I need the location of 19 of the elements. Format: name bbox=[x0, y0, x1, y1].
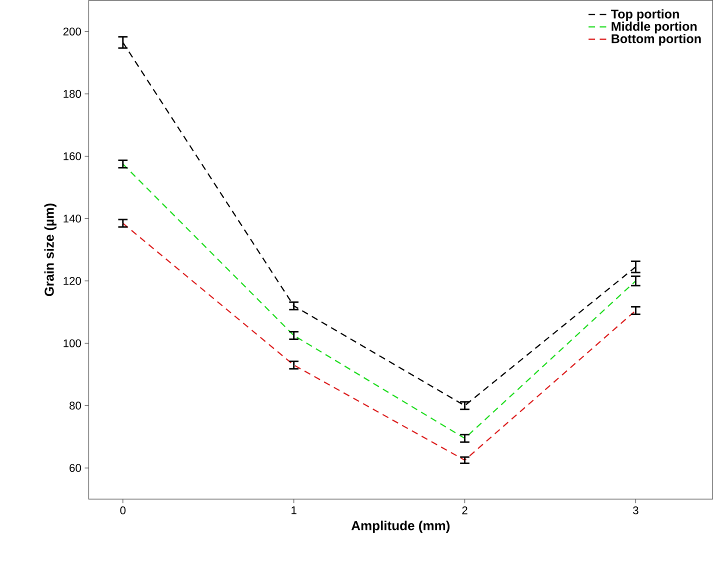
line-series bbox=[122, 222, 636, 461]
y-tick-label: 140 bbox=[64, 214, 82, 223]
x-tick-label: 1 bbox=[292, 506, 296, 514]
x-tick-label: 3 bbox=[633, 506, 638, 514]
x-tick-label: 0 bbox=[120, 506, 126, 514]
y-tick-label: 60 bbox=[70, 464, 82, 472]
y-tick-label: 120 bbox=[64, 277, 82, 286]
line-series bbox=[122, 164, 636, 440]
y-tick-label: 80 bbox=[70, 402, 82, 410]
y-axis-title: Grain size (µm) bbox=[44, 204, 56, 296]
legend-label: Top portion bbox=[611, 9, 679, 22]
legend-label: Middle portion bbox=[612, 22, 697, 34]
y-tick-label: 200 bbox=[63, 28, 82, 36]
x-tick-label: 2 bbox=[462, 506, 468, 514]
x-axis-title: Amplitude (mm) bbox=[351, 520, 450, 533]
y-tick-label: 180 bbox=[64, 90, 82, 98]
legend-label: Bottom portion bbox=[612, 34, 701, 46]
y-tick-label: 100 bbox=[64, 340, 82, 348]
y-tick-label: 160 bbox=[64, 152, 82, 160]
